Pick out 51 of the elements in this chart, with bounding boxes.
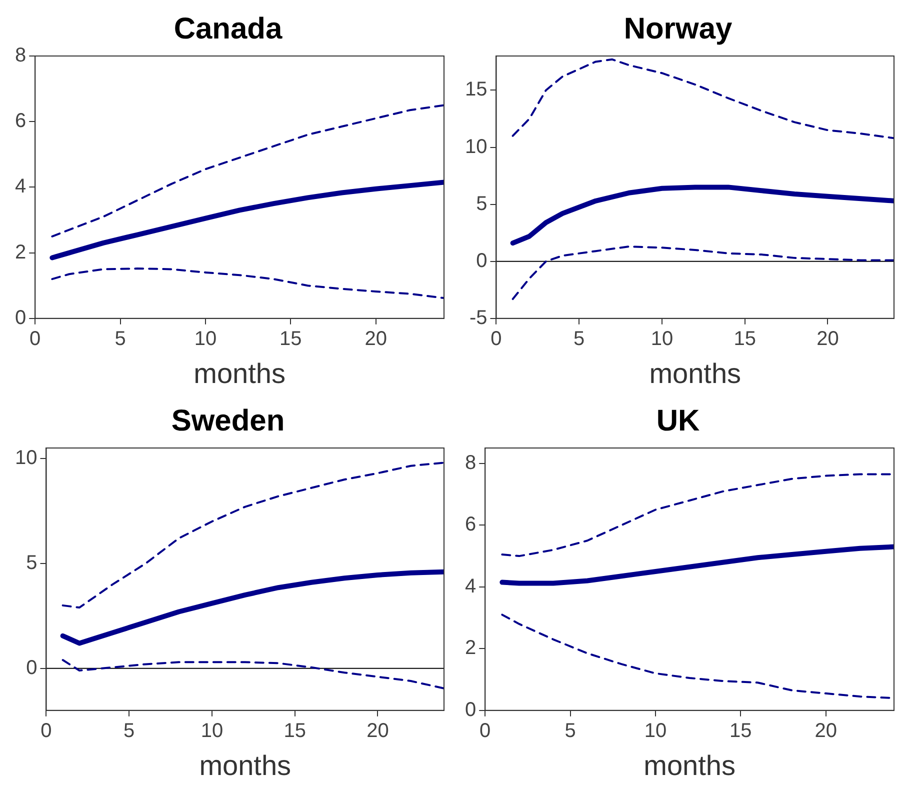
x-axis-title: months	[199, 750, 292, 781]
y-tick-label: 10	[464, 136, 488, 158]
x-tick-label: 20	[366, 720, 389, 742]
x-tick-label: 5	[124, 720, 135, 742]
chart-title: Canada	[174, 12, 282, 46]
line-series	[501, 473, 894, 558]
x-tick-label: 0	[40, 720, 52, 742]
line-series	[512, 58, 894, 140]
x-tick-label: 10	[650, 328, 674, 350]
x-axis-title: months	[194, 358, 286, 389]
y-tick-label: 4	[15, 176, 26, 198]
y-tick-label: 6	[15, 110, 26, 132]
line-series	[62, 659, 444, 690]
x-tick-label: 20	[814, 720, 837, 742]
line-series	[512, 246, 894, 300]
x-tick-label: 10	[200, 720, 224, 742]
x-tick-label: 5	[114, 328, 126, 350]
y-tick-label: 8	[15, 44, 26, 67]
y-tick-label: 5	[476, 192, 488, 215]
y-tick-label: 8	[465, 452, 476, 474]
y-tick-label: -5	[469, 306, 488, 329]
line-series	[62, 462, 444, 609]
line-series	[51, 268, 444, 300]
y-tick-label: 5	[26, 552, 38, 574]
chart-title: UK	[656, 404, 700, 438]
y-tick-label: 15	[464, 78, 488, 101]
x-tick-label: 15	[284, 720, 306, 742]
y-tick-label: 0	[476, 250, 488, 272]
x-tick-label: 15	[280, 328, 302, 350]
line-series	[51, 104, 444, 238]
x-tick-label: 20	[364, 328, 387, 350]
x-tick-label: 10	[194, 328, 217, 350]
x-axis-title: months	[644, 750, 736, 781]
x-tick-label: 0	[490, 328, 502, 350]
y-tick-label: 0	[26, 656, 38, 679]
y-tick-label: 2	[15, 241, 26, 264]
x-tick-label: 20	[816, 328, 839, 350]
y-tick-label: 6	[465, 514, 476, 536]
x-tick-label: 15	[730, 720, 752, 742]
y-tick-label: 4	[465, 575, 476, 598]
y-tick-label: 10	[14, 447, 38, 470]
x-tick-label: 10	[644, 720, 667, 742]
x-tick-label: 5	[564, 720, 576, 742]
x-tick-label: 15	[734, 328, 756, 350]
y-tick-label: 0	[15, 306, 26, 329]
x-axis-title: months	[649, 358, 742, 389]
chart-title: Sweden	[171, 404, 285, 438]
chart-title: Norway	[624, 12, 732, 46]
y-tick-label: 0	[465, 698, 476, 721]
y-tick-label: 2	[465, 637, 476, 660]
x-tick-label: 5	[574, 328, 585, 350]
